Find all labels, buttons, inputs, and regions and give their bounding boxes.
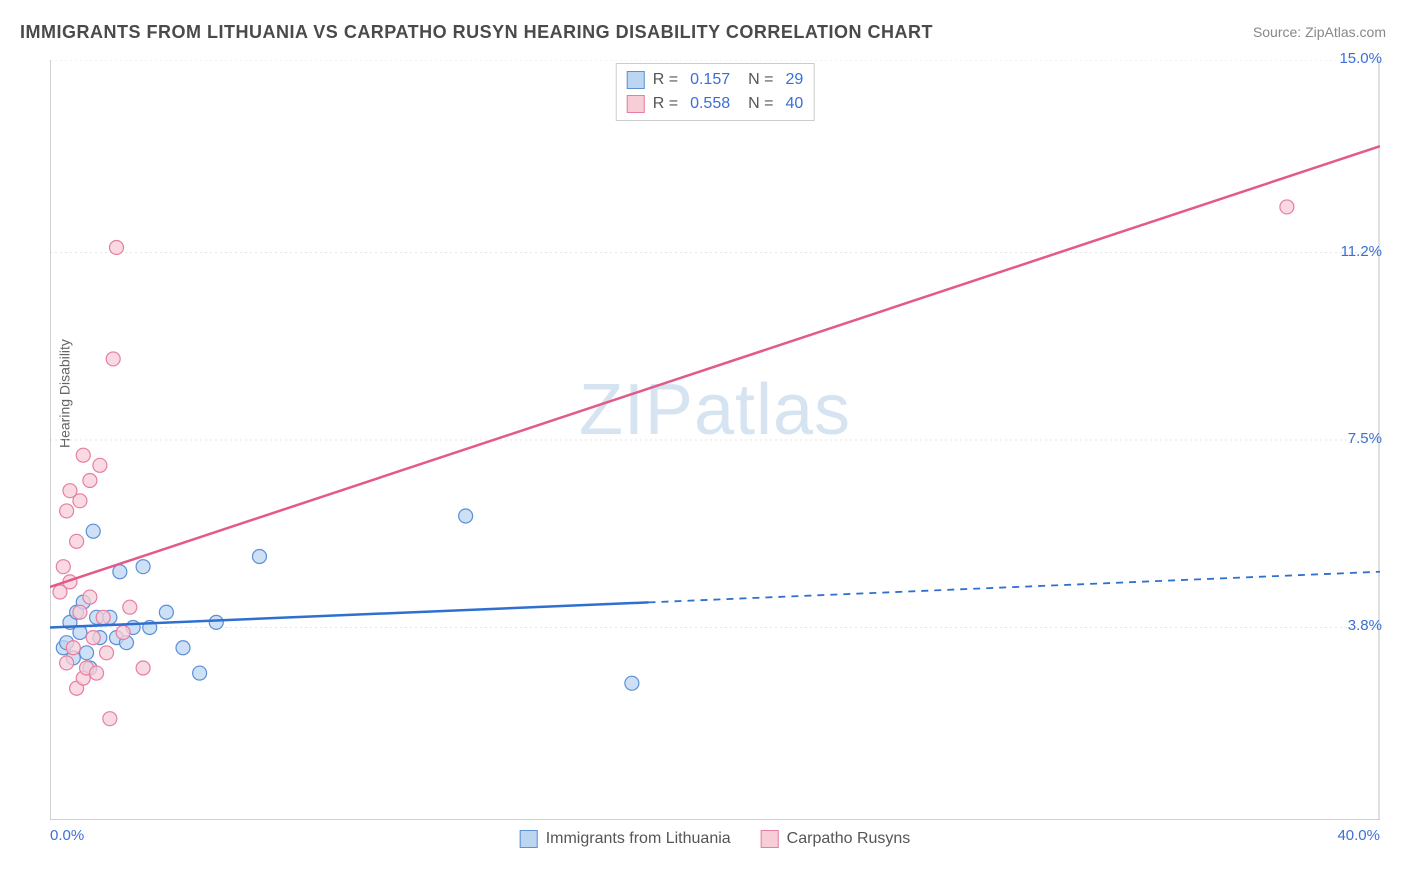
data-point (1280, 200, 1294, 214)
data-point (70, 534, 84, 548)
data-point (100, 646, 114, 660)
data-point (90, 666, 104, 680)
y-tick-label: 15.0% (1322, 50, 1382, 67)
legend-r-label: R = (653, 71, 678, 89)
legend-swatch-icon (627, 71, 645, 89)
legend-item-label: Immigrants from Lithuania (546, 830, 731, 848)
data-point (136, 560, 150, 574)
y-tick-label: 11.2% (1322, 243, 1382, 260)
data-point (60, 504, 74, 518)
data-point (252, 550, 266, 564)
series-legend: Immigrants from Lithuania Carpatho Rusyn… (520, 830, 911, 848)
legend-row: R = 0.157 N = 29 (627, 68, 804, 92)
data-point (83, 474, 97, 488)
data-point (73, 605, 87, 619)
x-tick-label: 0.0% (50, 827, 84, 844)
data-point (625, 676, 639, 690)
scatter-plot (50, 60, 1380, 820)
data-point (209, 615, 223, 629)
legend-swatch-icon (627, 95, 645, 113)
data-point (56, 560, 70, 574)
source-attribution: Source: ZipAtlas.com (1253, 24, 1386, 40)
page-title: IMMIGRANTS FROM LITHUANIA VS CARPATHO RU… (20, 22, 933, 43)
data-point (66, 641, 80, 655)
data-point (136, 661, 150, 675)
legend-n-value: 40 (785, 95, 803, 113)
legend-item: Immigrants from Lithuania (520, 830, 731, 848)
legend-row: R = 0.558 N = 40 (627, 92, 804, 116)
trend-line (50, 602, 649, 627)
legend-r-label: R = (653, 95, 678, 113)
y-tick-label: 7.5% (1322, 430, 1382, 447)
data-point (83, 590, 97, 604)
legend-swatch-icon (520, 830, 538, 848)
x-tick-label: 40.0% (1337, 827, 1380, 844)
chart-container: Hearing Disability ZIPatlas R = 0.157 N … (50, 60, 1380, 820)
data-point (459, 509, 473, 523)
data-point (80, 646, 94, 660)
data-point (110, 240, 124, 254)
legend-n-label: N = (748, 95, 773, 113)
data-point (86, 524, 100, 538)
data-point (76, 448, 90, 462)
data-point (123, 600, 137, 614)
trend-line (50, 146, 1380, 587)
y-tick-label: 3.8% (1322, 617, 1382, 634)
correlation-legend: R = 0.157 N = 29 R = 0.558 N = 40 (616, 63, 815, 121)
data-point (176, 641, 190, 655)
data-point (73, 494, 87, 508)
data-point (113, 565, 127, 579)
data-point (116, 626, 130, 640)
trend-line-dashed (649, 572, 1381, 603)
legend-item-label: Carpatho Rusyns (787, 830, 911, 848)
legend-r-value: 0.157 (690, 71, 730, 89)
data-point (193, 666, 207, 680)
data-point (86, 631, 100, 645)
legend-n-value: 29 (785, 71, 803, 89)
data-point (60, 656, 74, 670)
legend-item: Carpatho Rusyns (761, 830, 911, 848)
data-point (106, 352, 120, 366)
data-point (96, 610, 110, 624)
legend-r-value: 0.558 (690, 95, 730, 113)
legend-swatch-icon (761, 830, 779, 848)
legend-n-label: N = (748, 71, 773, 89)
data-point (159, 605, 173, 619)
data-point (103, 712, 117, 726)
data-point (93, 458, 107, 472)
